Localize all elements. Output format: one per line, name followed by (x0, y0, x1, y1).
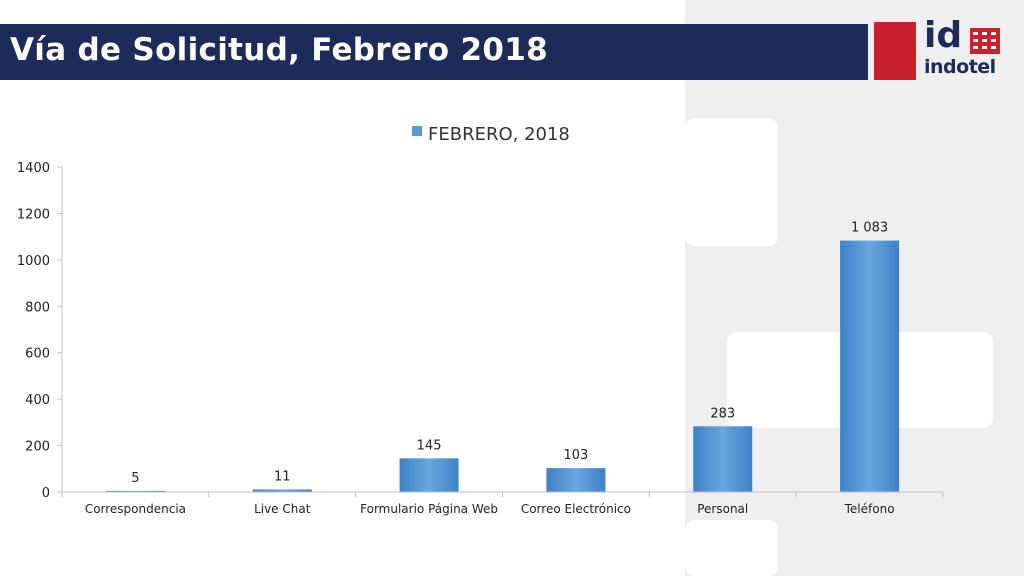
y-tick-label: 1200 (17, 207, 50, 222)
bar-data-label: 283 (710, 406, 735, 421)
title-bar: Vía de Solicitud, Febrero 2018 (0, 24, 868, 80)
page-title: Vía de Solicitud, Febrero 2018 (10, 32, 548, 68)
logo-red-block (874, 22, 916, 80)
x-category-label: Live Chat (254, 502, 311, 516)
bar-chart: FEBRERO, 2018 0200400600800100012001400 … (17, 124, 944, 516)
legend-swatch (412, 126, 422, 136)
y-tick-label: 800 (25, 300, 50, 315)
bar (546, 468, 606, 492)
y-tick-label: 400 (25, 393, 50, 408)
background-card (685, 118, 778, 246)
x-category-label: Correspondencia (85, 502, 186, 516)
bar-data-label: 5 (131, 471, 139, 486)
y-axis: 0 200 400 600 800 1000 1200 1400 (17, 161, 63, 501)
logo-grid-icon (970, 28, 1000, 54)
chart-area: FEBRERO, 2018 0 200 400 600 800 1000 1200 1400 … (0, 110, 1000, 530)
bar-data-label: 1 083 (851, 221, 888, 236)
bar (252, 489, 312, 492)
bar-series: 5 11 145 103 283 1 083 (105, 221, 900, 492)
bar-data-label: 103 (564, 448, 589, 463)
bar (105, 490, 165, 492)
y-tick-label: 0 (42, 486, 50, 501)
y-tick-label: 1000 (17, 254, 50, 269)
legend-label: FEBRERO, 2018 (428, 124, 570, 145)
x-category-label: Formulario Página Web (360, 502, 498, 516)
bar (840, 240, 900, 492)
bar (693, 426, 753, 492)
x-axis: Correspondencia Live Chat Formulario Págin… (61, 491, 944, 516)
logo-mark-text: id (924, 15, 963, 56)
bar-data-label: 11 (274, 469, 291, 484)
x-category-label: Correo Electrónico (521, 502, 631, 516)
chart-legend: FEBRERO, 2018 (412, 124, 570, 145)
y-tick-label: 200 (25, 440, 50, 455)
x-category-label: Personal (697, 502, 748, 516)
x-category-label: Teléfono (844, 502, 895, 516)
bar-data-label: 145 (417, 438, 442, 453)
logo-wordmark: indotel (924, 56, 996, 78)
y-tick-label: 1400 (17, 161, 50, 176)
bar (399, 458, 459, 492)
background-card (685, 520, 778, 576)
y-tick-label: 600 (25, 347, 50, 362)
indotel-logo: id indotel (874, 16, 1004, 82)
